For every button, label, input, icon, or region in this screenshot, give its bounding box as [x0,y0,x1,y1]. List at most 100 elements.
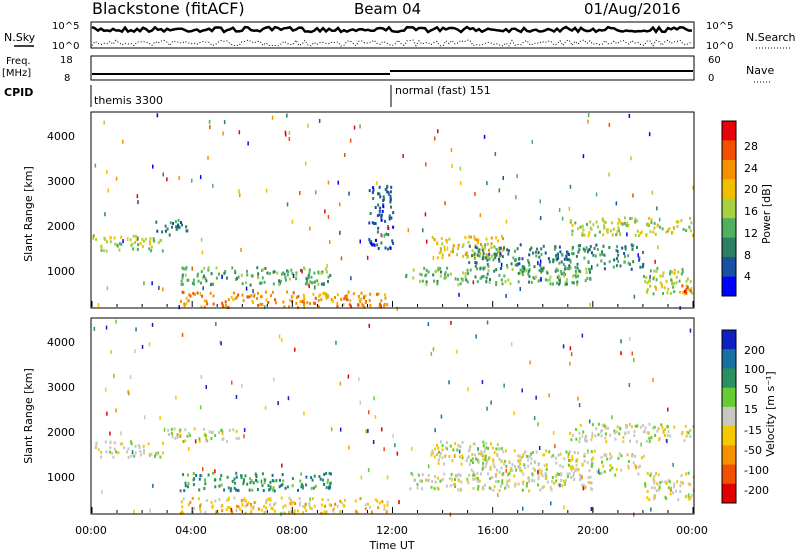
velocity-cell [557,453,560,457]
power-cell [382,205,385,209]
power-cell [554,269,557,273]
velocity-noise-cell [640,442,642,447]
power-cell [691,291,694,295]
power-noise-cell [200,237,203,242]
velocity-cell [625,424,628,428]
velocity-cell [263,511,266,515]
power-cell [540,247,543,251]
velocity-cell [518,465,521,469]
power-cell [686,285,689,289]
power-noise-cell [265,188,268,193]
velocity-noise-cell [582,486,585,491]
velocity-noise-cell [458,449,461,454]
power-cbar-tick: 24 [744,162,758,175]
velocity-noise-cell [477,447,479,452]
power-noise-cell [305,161,307,166]
velocity-cell [252,481,255,485]
velocity-cell [187,485,189,489]
velocity-cell [609,433,612,437]
velocity-noise-cell [635,465,637,470]
power-cell [443,273,446,276]
power-cell [436,282,439,286]
velocity-cell [518,454,521,458]
velocity-cell [472,487,475,490]
velocity-cell [604,436,607,440]
velocity-cell [627,466,630,470]
power-cell [656,266,659,270]
velocity-cell [597,422,600,426]
velocity-cell [673,425,676,429]
power-cell [152,237,155,241]
power-cell [322,292,325,295]
power-cell [383,304,386,308]
velocity-cell [592,456,595,460]
velocity-cell [204,482,207,486]
velocity-cell [323,482,326,486]
velocity-cell [184,428,187,432]
power-noise-cell [191,266,193,271]
power-cell [571,281,574,285]
power-cell [559,281,562,285]
velocity-cell [252,506,255,510]
power-noise-cell [199,291,202,296]
x-tick: 00:00 [676,524,708,537]
velocity-noise-cell [521,388,523,393]
power-cell [324,292,327,296]
power-cell [188,293,191,297]
power-cell [603,262,606,266]
power-cell [552,260,555,264]
power-cell [683,292,686,296]
power-cell [466,280,469,284]
velocity-cell [492,458,495,462]
power-cell [587,234,590,238]
power-cell [564,273,566,276]
power-cell [493,245,496,249]
velocity-cell [304,502,307,506]
velocity-noise-cell [181,332,184,337]
power-cell [677,220,680,224]
velocity-y-tick: 3000 [47,381,75,394]
power-cell [439,247,442,251]
velocity-cell [246,482,249,486]
velocity-cell [297,488,299,492]
velocity-cell [530,457,533,461]
velocity-cell [208,430,211,434]
velocity-cell [655,489,658,493]
power-cell [575,271,578,275]
velocity-cell [244,474,247,478]
power-noise-cell [106,170,108,175]
velocity-cell [493,451,496,455]
power-cell [646,281,649,285]
power-noise-cell [136,194,139,199]
power-cell [181,223,183,227]
velocity-cell [170,431,173,435]
velocity-cell [583,484,585,487]
velocity-cell [312,486,315,490]
power-noise-cell [425,162,427,167]
power-cell [499,250,502,254]
power-cell [275,301,277,305]
velocity-cell [644,426,647,430]
velocity-cell [323,472,326,476]
power-cell [246,269,248,273]
velocity-noise-cell [450,320,452,325]
power-cell [259,302,262,306]
nsky-tick-bottom: 10^0 [52,41,79,52]
power-cell [538,269,541,273]
power-noise-cell [656,206,658,211]
power-cell [181,282,184,286]
velocity-noise-cell [220,341,222,346]
velocity-cell [476,471,479,475]
power-cell [327,280,329,283]
power-cell [475,261,478,265]
velocity-cell [266,499,268,502]
velocity-cell [280,484,283,488]
power-cell [286,273,289,277]
power-cell [479,267,482,271]
power-noise-cell [422,228,424,233]
velocity-cell [657,427,660,430]
power-colorbar-swatch [722,179,736,200]
velocity-noise-cell [529,360,531,365]
power-noise-cell [286,113,288,118]
velocity-noise-cell [109,431,111,436]
